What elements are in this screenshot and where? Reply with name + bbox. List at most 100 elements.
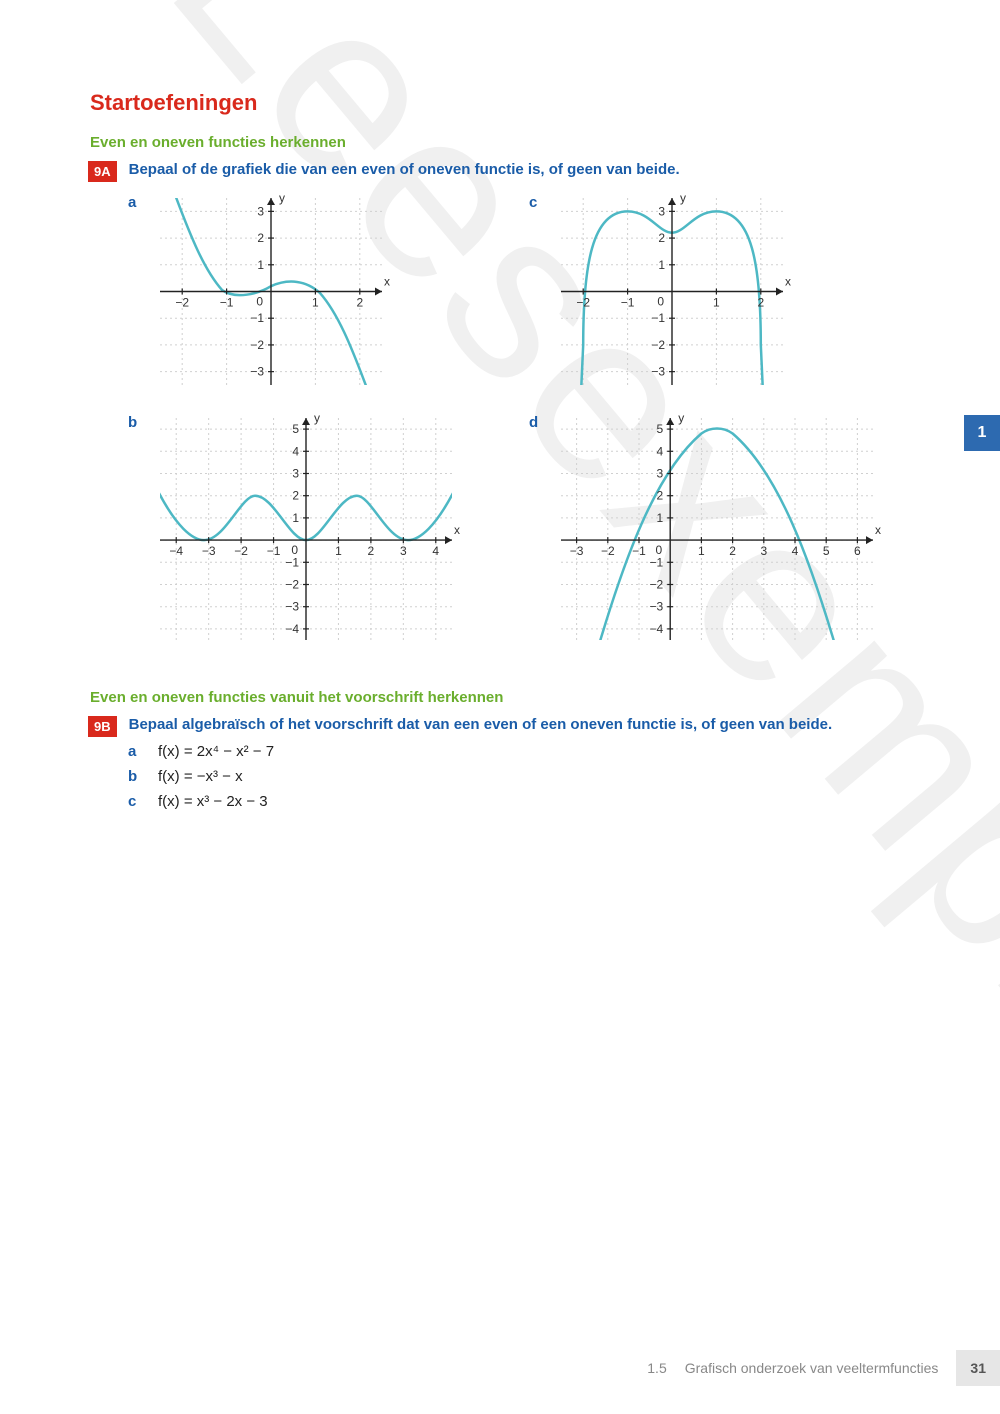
graph-cell-d: d −3−2−1123456−4−3−2−1123450xy xyxy=(529,414,910,649)
svg-text:−3: −3 xyxy=(250,365,264,379)
exercise-9a: 9A Bepaal of de grafiek die van een even… xyxy=(90,161,910,182)
graph-cell-c: c −2 −1 1 2 −3 −2 −1 1 2 3 0 x y xyxy=(529,194,910,394)
svg-text:3: 3 xyxy=(292,467,299,481)
svg-text:y: y xyxy=(279,191,285,205)
svg-text:0: 0 xyxy=(657,295,664,309)
section-title: Startoefeningen xyxy=(90,90,910,116)
svg-text:4: 4 xyxy=(792,544,799,558)
subsection-2: Even en oneven functies vanuit het voors… xyxy=(90,689,910,706)
svg-text:x: x xyxy=(785,275,791,289)
svg-text:−3: −3 xyxy=(202,544,216,558)
svg-text:−1: −1 xyxy=(650,555,664,569)
exercise-9b-text: Bepaal algebraïsch of het voorschrift da… xyxy=(129,716,833,733)
svg-text:1: 1 xyxy=(698,544,705,558)
svg-text:3: 3 xyxy=(658,204,665,218)
svg-text:5: 5 xyxy=(823,544,830,558)
svg-text:2: 2 xyxy=(729,544,736,558)
svg-text:−2: −2 xyxy=(651,338,665,352)
svg-text:3: 3 xyxy=(760,544,767,558)
graph-c: −2−112−3−2−11230xy xyxy=(557,194,787,394)
svg-text:2: 2 xyxy=(658,231,665,245)
sub-item-content: f(x) = −x³ − x xyxy=(158,768,243,785)
svg-text:−1: −1 xyxy=(621,296,635,310)
svg-text:3: 3 xyxy=(657,467,664,481)
svg-text:−2: −2 xyxy=(285,578,299,592)
svg-text:−2: −2 xyxy=(175,296,189,310)
svg-text:−3: −3 xyxy=(285,600,299,614)
page-footer: 1.5 Grafisch onderzoek van veeltermfunct… xyxy=(647,1350,1000,1386)
graph-a: −2−112−3−2−11230xy xyxy=(156,194,386,394)
svg-text:1: 1 xyxy=(257,258,264,272)
sub-items-9b: a f(x) = 2x⁴ − x² − 7 b f(x) = −x³ − x c… xyxy=(90,743,910,810)
svg-text:5: 5 xyxy=(657,422,664,436)
svg-text:−1: −1 xyxy=(651,311,665,325)
svg-text:−1: −1 xyxy=(220,296,234,310)
svg-text:1: 1 xyxy=(292,511,299,525)
svg-text:−4: −4 xyxy=(650,622,664,636)
svg-text:1: 1 xyxy=(658,258,665,272)
svg-text:0: 0 xyxy=(656,543,663,557)
svg-text:−2: −2 xyxy=(601,544,615,558)
svg-text:−2: −2 xyxy=(650,578,664,592)
graph-label-b: b xyxy=(128,414,156,431)
svg-text:4: 4 xyxy=(657,444,664,458)
svg-text:0: 0 xyxy=(256,295,263,309)
svg-text:−3: −3 xyxy=(650,600,664,614)
graph-cell-b: b −4−3−2−11234−4−3−2−1123450xy xyxy=(128,414,509,649)
badge-9b: 9B xyxy=(88,716,117,737)
svg-text:−1: −1 xyxy=(250,311,264,325)
svg-text:1: 1 xyxy=(657,511,664,525)
svg-text:3: 3 xyxy=(400,544,407,558)
svg-text:2: 2 xyxy=(368,544,375,558)
graph-label-a: a xyxy=(128,194,156,211)
graph-d: −3−2−1123456−4−3−2−1123450xy xyxy=(557,414,877,649)
sub-item-label: b xyxy=(128,768,158,785)
sub-item-label: a xyxy=(128,743,158,760)
svg-text:y: y xyxy=(680,191,686,205)
svg-text:1: 1 xyxy=(713,296,720,310)
svg-text:−2: −2 xyxy=(576,296,590,310)
graphs-grid: a −2 −1 1 2 −3 −2 −1 1 2 3 0 x y c −2 −1 1 2 −3 −2 −1 1 2 3 0 x… xyxy=(90,194,910,649)
svg-text:3: 3 xyxy=(257,204,264,218)
svg-text:y: y xyxy=(678,411,684,425)
exercise-9b: 9B Bepaal algebraïsch of het voorschrift… xyxy=(90,716,910,737)
page-content: Startoefeningen Even en oneven functies … xyxy=(0,0,1000,810)
svg-text:6: 6 xyxy=(854,544,861,558)
svg-text:5: 5 xyxy=(292,422,299,436)
sub-item-content: f(x) = 2x⁴ − x² − 7 xyxy=(158,743,274,760)
footer-section: 1.5 xyxy=(647,1360,666,1376)
svg-text:2: 2 xyxy=(657,489,664,503)
graph-label-c: c xyxy=(529,194,557,211)
svg-text:1: 1 xyxy=(335,544,342,558)
svg-text:0: 0 xyxy=(291,543,298,557)
footer-title: Grafisch onderzoek van veeltermfuncties xyxy=(685,1360,939,1376)
graph-b: −4−3−2−11234−4−3−2−1123450xy xyxy=(156,414,456,649)
svg-text:2: 2 xyxy=(257,231,264,245)
sub-item: b f(x) = −x³ − x xyxy=(128,768,910,785)
svg-text:y: y xyxy=(314,411,320,425)
svg-text:x: x xyxy=(384,275,390,289)
exercise-9a-text: Bepaal of de grafiek die van een even of… xyxy=(129,161,680,178)
svg-text:−1: −1 xyxy=(285,555,299,569)
svg-text:−2: −2 xyxy=(250,338,264,352)
svg-text:−4: −4 xyxy=(285,622,299,636)
svg-text:−1: −1 xyxy=(632,544,646,558)
subsection-1: Even en oneven functies herkennen xyxy=(90,134,910,151)
svg-text:−1: −1 xyxy=(267,544,281,558)
svg-text:x: x xyxy=(454,523,460,537)
sub-item-label: c xyxy=(128,793,158,810)
svg-text:2: 2 xyxy=(757,296,764,310)
svg-text:4: 4 xyxy=(432,544,439,558)
svg-text:1: 1 xyxy=(312,296,319,310)
sub-item: a f(x) = 2x⁴ − x² − 7 xyxy=(128,743,910,760)
sub-item-content: f(x) = x³ − 2x − 3 xyxy=(158,793,268,810)
svg-text:x: x xyxy=(875,523,881,537)
svg-text:2: 2 xyxy=(356,296,363,310)
svg-text:4: 4 xyxy=(292,444,299,458)
graph-label-d: d xyxy=(529,414,557,431)
badge-9a: 9A xyxy=(88,161,117,182)
footer-pagenum: 31 xyxy=(956,1350,1000,1386)
svg-text:2: 2 xyxy=(292,489,299,503)
sub-item: c f(x) = x³ − 2x − 3 xyxy=(128,793,910,810)
svg-text:−3: −3 xyxy=(651,365,665,379)
